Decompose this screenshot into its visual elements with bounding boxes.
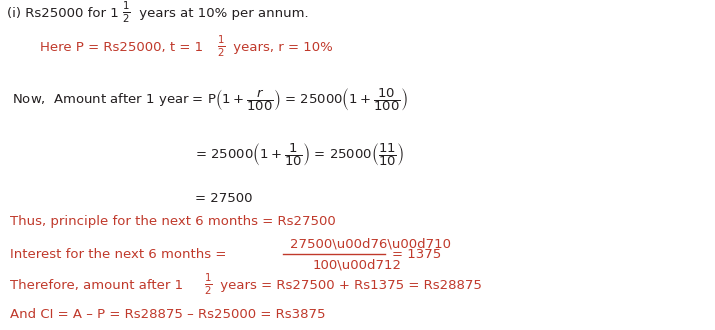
Text: = 1375: = 1375 [392, 248, 441, 260]
Text: Now,  Amount after 1 year = P$\left(1+\dfrac{r}{100}\right)$ = 25000$\left(1+\df: Now, Amount after 1 year = P$\left(1+\df… [12, 86, 408, 114]
Text: $\mathregular{\frac{1}{2}}$: $\mathregular{\frac{1}{2}}$ [204, 271, 212, 297]
Text: = 27500: = 27500 [195, 191, 252, 205]
Text: Here P = Rs25000, t = 1: Here P = Rs25000, t = 1 [40, 42, 203, 54]
Text: years = Rs27500 + Rs1375 = Rs28875: years = Rs27500 + Rs1375 = Rs28875 [216, 280, 482, 292]
Text: years, r = 10%: years, r = 10% [229, 42, 332, 54]
Text: 27500\u00d76\u00d710: 27500\u00d76\u00d710 [290, 238, 451, 250]
Text: $\mathregular{\frac{1}{2}}$: $\mathregular{\frac{1}{2}}$ [122, 0, 131, 25]
Text: And CI = A – P = Rs28875 – Rs25000 = Rs3875: And CI = A – P = Rs28875 – Rs25000 = Rs3… [10, 309, 325, 321]
Text: years at 10% per annum.: years at 10% per annum. [135, 8, 309, 20]
Text: Interest for the next 6 months =: Interest for the next 6 months = [10, 248, 231, 260]
Text: = 25000$\left(1+\dfrac{1}{10}\right)$ = 25000$\left(\dfrac{11}{10}\right)$: = 25000$\left(1+\dfrac{1}{10}\right)$ = … [195, 142, 404, 169]
Text: $\mathregular{\frac{1}{2}}$: $\mathregular{\frac{1}{2}}$ [217, 33, 225, 59]
Text: Thus, principle for the next 6 months = Rs27500: Thus, principle for the next 6 months = … [10, 215, 336, 228]
Text: Therefore, amount after 1: Therefore, amount after 1 [10, 280, 183, 292]
Text: 100\u00d712: 100\u00d712 [313, 258, 402, 272]
Text: (i) Rs25000 for 1: (i) Rs25000 for 1 [7, 8, 119, 20]
